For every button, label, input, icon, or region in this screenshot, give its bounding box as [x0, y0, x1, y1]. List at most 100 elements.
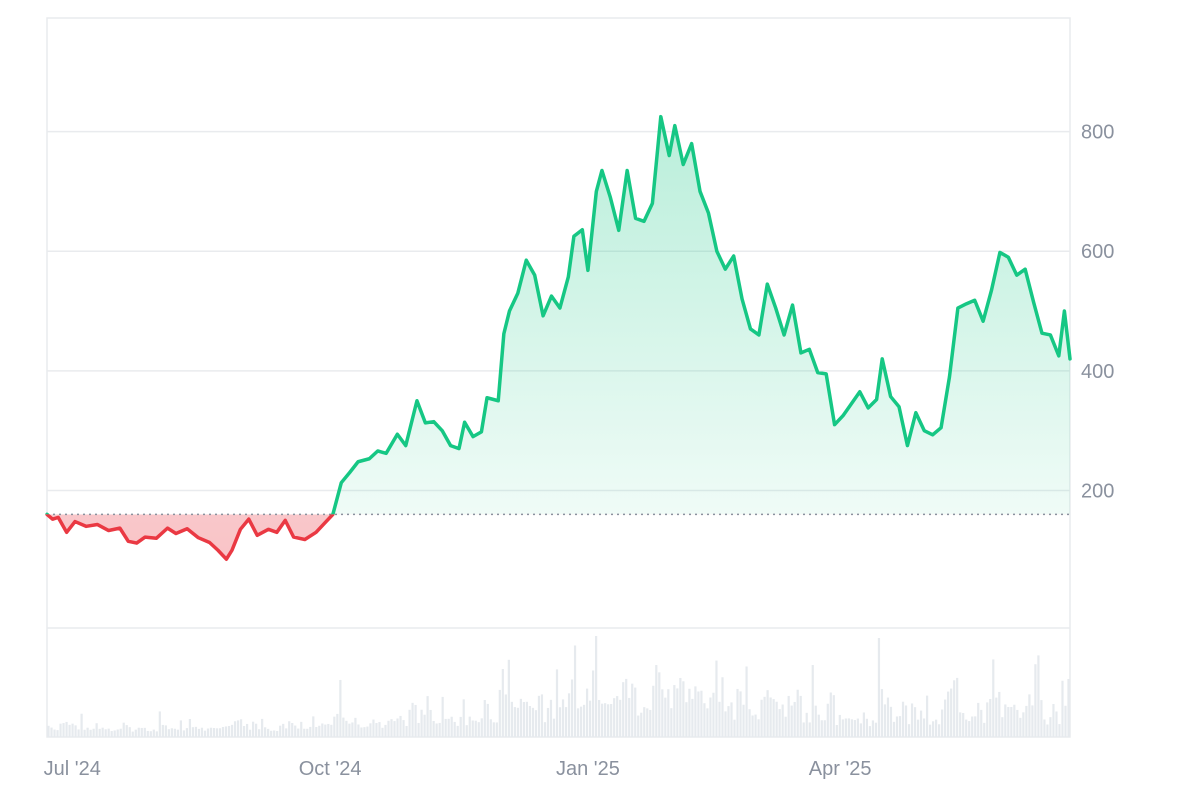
volume-bar [670, 708, 673, 737]
volume-bar [889, 706, 893, 737]
volume-bar [348, 723, 351, 737]
volume-bar [267, 728, 270, 737]
volume-bar [327, 723, 330, 737]
volume-bar [1052, 703, 1055, 737]
volume-bar [1010, 707, 1013, 737]
volume-bar [161, 724, 164, 737]
volume-bar [248, 729, 252, 737]
volume-bar [959, 712, 962, 737]
volume-bar [264, 727, 267, 737]
x-tick-label: Oct '24 [299, 758, 362, 780]
volume-bar [516, 707, 519, 737]
volume-bar [459, 716, 462, 737]
volume-bar [805, 712, 808, 737]
volume-bar [122, 722, 125, 737]
volume-bar [986, 702, 989, 737]
volume-bar [971, 716, 974, 737]
volume-bar [381, 727, 384, 737]
volume-bar [104, 729, 107, 737]
volume-bar [700, 690, 703, 737]
volume-bar [402, 720, 405, 737]
volume-bar [399, 715, 402, 737]
volume-bar [510, 701, 513, 737]
volume-bar [297, 728, 300, 737]
volume-bar [1031, 705, 1034, 737]
volume-bar [92, 728, 95, 737]
volume-bar [980, 709, 983, 737]
volume-bar [330, 724, 333, 737]
volume-bar [573, 645, 577, 737]
volume-bar [309, 726, 312, 737]
volume-bar [835, 725, 838, 737]
volume-bar [874, 722, 878, 737]
volume-bar [504, 694, 507, 737]
volume-bar [1040, 700, 1043, 737]
volume-bar [315, 727, 318, 737]
volume-bar [661, 689, 664, 737]
volume-bar [793, 701, 796, 737]
volume-bar [561, 699, 565, 737]
volume-bar [634, 687, 637, 737]
volume-bar [182, 730, 186, 737]
volume-bar [65, 721, 68, 737]
volume-bar [730, 702, 733, 737]
volume-bar [215, 728, 219, 737]
volume-bar [778, 709, 781, 737]
volume-bar [89, 729, 92, 737]
volume-bar [775, 701, 778, 737]
volume-bar [164, 725, 167, 737]
volume-bar [847, 718, 850, 737]
volume-bar [1055, 711, 1058, 737]
volume-bar [270, 730, 273, 737]
volume-bar [149, 731, 152, 737]
volume-bar [983, 722, 986, 737]
volume-bar [1064, 705, 1067, 737]
price-line-above-baseline [45, 114, 1072, 515]
volume-bar [53, 729, 56, 737]
volume-bar [291, 723, 294, 737]
volume-bar [134, 729, 137, 737]
volume-bar [829, 692, 832, 737]
volume-bar [342, 717, 345, 737]
volume-bar [712, 692, 715, 737]
volume-bar [170, 728, 173, 737]
volume-bar [191, 727, 195, 737]
volume-bar [80, 713, 83, 737]
volume-bar [733, 719, 736, 737]
volume-bar [1034, 664, 1037, 737]
volume-bar [667, 689, 670, 737]
volume-bar [592, 670, 595, 737]
volume-bar [495, 722, 498, 737]
volume-bar [781, 704, 784, 737]
volume-bar [582, 704, 586, 737]
volume-bar [173, 728, 176, 737]
volume-bar [877, 638, 881, 737]
area-fill-below-baseline [47, 514, 333, 560]
volume-bar [420, 709, 423, 737]
volume-bar [128, 727, 131, 737]
volume-bar [110, 731, 113, 737]
volume-bar [372, 719, 375, 737]
volume-bar [895, 716, 899, 737]
volume-bar [802, 722, 805, 737]
volume-bar [916, 719, 920, 737]
volume-bar [252, 721, 255, 737]
volume-bar [107, 728, 110, 737]
volume-bar [339, 679, 342, 737]
x-tick-label: Jul '24 [44, 758, 101, 780]
volume-bar [273, 730, 276, 737]
volume-bar [465, 725, 468, 737]
volume-bar [318, 725, 321, 737]
volume-bar [528, 706, 532, 737]
volume-bar [901, 701, 905, 737]
volume-bar [637, 715, 640, 737]
volume-bar [405, 725, 408, 737]
volume-bar [649, 709, 652, 737]
volume-bar [224, 726, 228, 737]
volume-bar [444, 718, 447, 737]
volume-bar [429, 709, 432, 737]
volume-bar [227, 726, 231, 737]
volume-bar [694, 686, 697, 737]
